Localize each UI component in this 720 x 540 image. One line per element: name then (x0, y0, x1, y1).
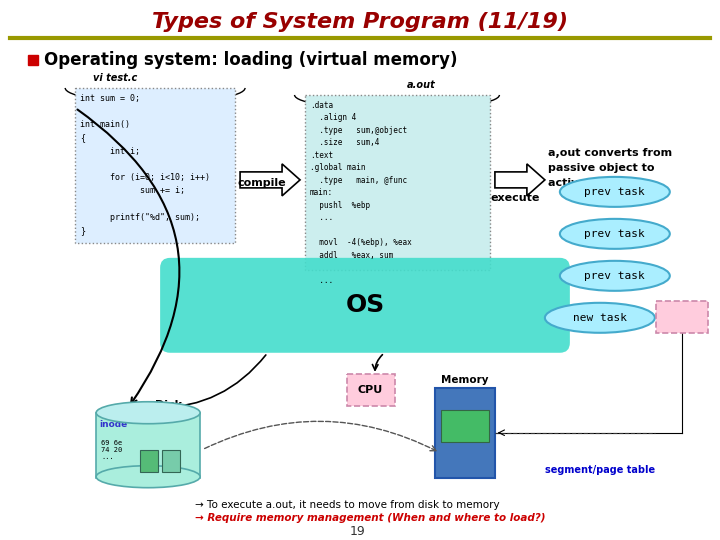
Ellipse shape (560, 219, 670, 249)
Text: → To execute a.out, it needs to move from disk to memory: → To execute a.out, it needs to move fro… (195, 500, 500, 510)
Text: Operating system: loading (virtual memory): Operating system: loading (virtual memor… (44, 51, 458, 70)
Polygon shape (495, 164, 545, 196)
FancyBboxPatch shape (305, 95, 490, 270)
Text: Types of System Program (11/19): Types of System Program (11/19) (152, 12, 568, 32)
Ellipse shape (560, 177, 670, 207)
Text: int sum = 0;

int main()
{
      int i;

      for (i=0; i<10; i++)
            : int sum = 0; int main() { int i; for (i=… (80, 94, 210, 235)
Bar (435, 388, 495, 478)
FancyBboxPatch shape (656, 301, 708, 333)
Text: prev task: prev task (585, 271, 645, 281)
Text: a,out converts from
passive object to
active object: a,out converts from passive object to ac… (548, 148, 672, 187)
Text: CPU: CPU (669, 312, 694, 322)
Ellipse shape (96, 402, 200, 424)
Text: CPU: CPU (357, 385, 382, 395)
Text: vi test.c: vi test.c (93, 73, 138, 83)
Ellipse shape (560, 261, 670, 291)
Bar (441, 410, 489, 442)
FancyBboxPatch shape (347, 374, 395, 406)
Text: Disk: Disk (155, 400, 181, 410)
Text: inode: inode (99, 420, 127, 429)
Bar (140, 450, 158, 472)
Text: Memory: Memory (441, 375, 489, 385)
Text: prev task: prev task (585, 187, 645, 197)
Text: new task: new task (573, 313, 627, 323)
Text: → Require memory management (When and where to load?): → Require memory management (When and wh… (195, 512, 546, 523)
Bar (96, 413, 200, 478)
Text: execute: execute (490, 193, 539, 203)
Text: a.out: a.out (407, 80, 436, 90)
Text: .data
  .align 4
  .type   sum,@object
  .size   sum,4
.text
.global main
  .typ: .data .align 4 .type sum,@object .size s… (310, 101, 412, 285)
FancyBboxPatch shape (75, 88, 235, 243)
Text: compile: compile (238, 178, 287, 188)
Text: OS: OS (346, 293, 384, 317)
Bar (28, 55, 38, 65)
Ellipse shape (96, 465, 200, 488)
Ellipse shape (545, 303, 654, 333)
Polygon shape (240, 164, 300, 196)
Text: segment/page table: segment/page table (545, 465, 655, 475)
Text: prev task: prev task (585, 229, 645, 239)
Text: 19: 19 (350, 525, 366, 538)
FancyBboxPatch shape (160, 258, 570, 353)
Bar (162, 450, 180, 472)
Text: 69 6e
74 20
...: 69 6e 74 20 ... (102, 440, 122, 460)
